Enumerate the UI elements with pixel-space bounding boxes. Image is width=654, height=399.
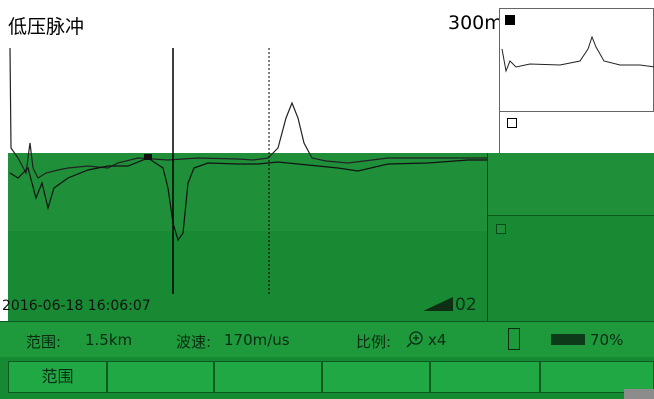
waveform-overlay-lower	[8, 231, 499, 321]
battery-icon	[551, 334, 585, 345]
waveform-trace-secondary	[9, 157, 499, 242]
range-value: 1.5km	[85, 331, 133, 349]
cursor-marker	[144, 154, 152, 160]
waveform-panel[interactable]	[8, 8, 499, 321]
distance-readout: 300m	[448, 12, 503, 34]
velocity-value: 170m/us	[224, 331, 290, 349]
page-number: 02	[455, 295, 477, 315]
thumbnail-2[interactable]	[499, 112, 654, 153]
range-label: 范围:	[26, 333, 62, 351]
thumbnail-1[interactable]	[499, 8, 654, 112]
thumbnail-2-overlay	[487, 153, 654, 215]
mode-title: 低压脉冲	[8, 16, 85, 38]
function-button-3[interactable]	[214, 361, 322, 393]
timestamp: 2016-06-18 16:06:07	[2, 298, 151, 314]
battery-percent: 70%	[590, 331, 624, 349]
function-button-5[interactable]	[430, 361, 540, 393]
scale-label: 比例:	[356, 333, 392, 351]
waveform-plot[interactable]	[8, 8, 499, 321]
thumbnail-3[interactable]	[487, 215, 654, 321]
zoom-in-icon	[406, 331, 423, 348]
thumbnail-marker-empty	[507, 118, 517, 128]
thumbnail-marker-filled	[505, 15, 515, 25]
velocity-label: 波速:	[176, 333, 212, 351]
function-button-6[interactable]	[540, 361, 654, 393]
corner-block	[624, 389, 654, 399]
range-button[interactable]: 范围	[8, 361, 107, 393]
function-button-4[interactable]	[322, 361, 430, 393]
status-bar: 范围: 1.5km 波速: 170m/us 比例: x4 70%	[0, 321, 654, 357]
function-button-2[interactable]	[107, 361, 214, 393]
page-indicator-icon	[423, 297, 453, 311]
waveform-trace-primary	[9, 47, 499, 179]
thumbnail-marker-empty	[496, 224, 506, 234]
function-button-row: 范围	[0, 357, 654, 399]
scale-value: x4	[428, 331, 447, 349]
thumbnail-1-wave	[501, 35, 654, 73]
usb-icon	[508, 328, 520, 350]
